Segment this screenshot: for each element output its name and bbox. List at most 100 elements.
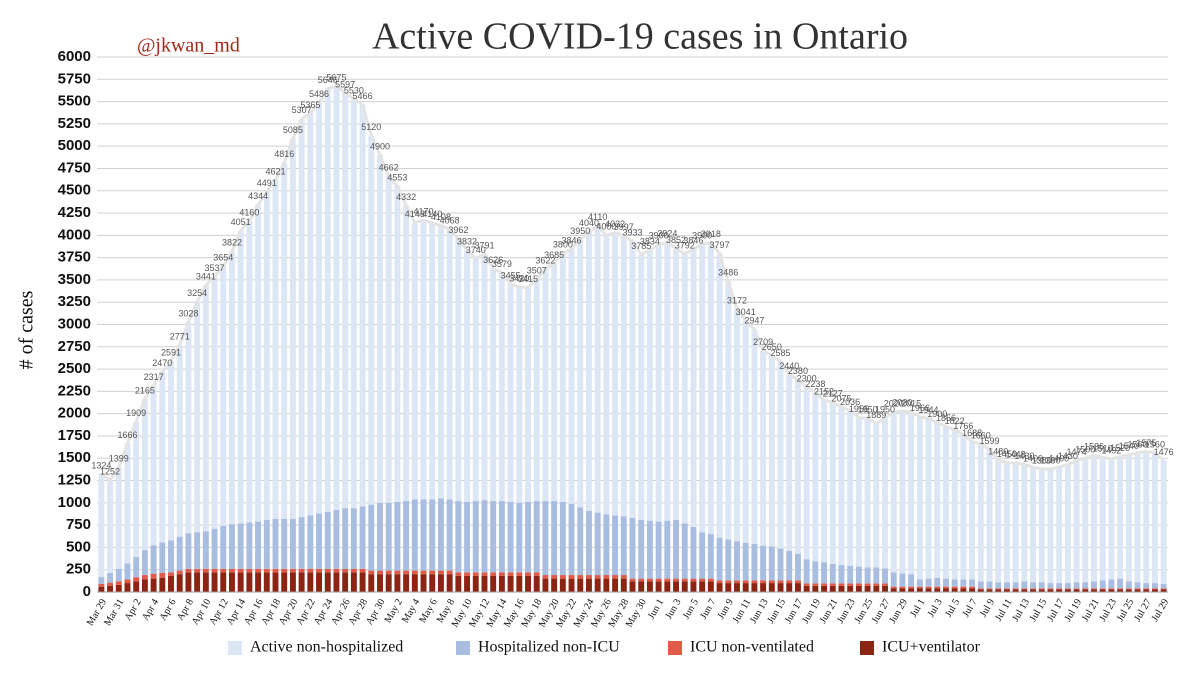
bar-segment [681,578,688,582]
bar-segment [1012,588,1019,590]
bar-segment [916,586,923,589]
total-label: 3791 [474,240,494,250]
bar-segment [1073,589,1080,592]
bar-segment [760,583,767,592]
bar-segment [525,572,531,576]
bar-segment [673,581,679,592]
total-label: 2036 [840,397,860,407]
bar-segment [141,579,148,592]
total-label: 1599 [979,436,999,446]
bar-segment [168,572,174,576]
bar-segment [847,410,854,566]
bar-segment [1030,582,1036,589]
total-label: 1540 [1119,441,1139,451]
bar-segment [847,583,854,586]
bar-segment [141,550,148,576]
bar-segment [385,574,392,592]
bar-segment [516,575,523,592]
bar-segment [882,583,888,586]
bar-segment [1047,588,1054,590]
bar-segment [655,578,662,582]
bar-segment [977,588,984,590]
bar-segment [882,418,888,569]
bar-segment [760,350,767,546]
bar-segment [847,585,854,592]
bar-segment [638,519,645,579]
bar-segment [864,418,871,568]
bar-segment [943,426,949,579]
bar-segment [220,526,227,569]
bar-segment [394,501,401,571]
legend-label: ICU+ventilator [882,639,981,656]
y-tick-label: 3000 [58,315,91,332]
total-label: 5085 [283,125,303,135]
total-label: 1560 [1128,439,1148,449]
bar-segment [542,578,549,592]
bar-segment [342,92,349,509]
bar-segment [725,281,732,540]
bar-segment [176,574,183,592]
total-label: 4816 [274,149,294,159]
y-tick-label: 1000 [58,494,91,511]
bar-segment [664,578,671,582]
bar-segment [377,570,383,575]
total-label: 5597 [335,79,355,89]
bar-segment [568,503,575,576]
bar-segment [1021,588,1028,590]
total-label: 3579 [492,259,512,269]
bar-segment [516,287,523,503]
bar-segment [490,501,497,573]
total-label: 5675 [326,72,346,82]
total-label: 3740 [466,245,486,255]
bar-segment [925,578,932,587]
total-label: 1430 [1014,451,1034,461]
bar-segment [925,588,932,592]
x-tick-label: Jun 29 [887,597,910,625]
bar-segment [1091,588,1097,590]
total-label: 2300 [797,373,817,383]
bar-segment [559,575,566,579]
bar-segment [1038,589,1045,592]
total-label: 2152 [814,386,834,396]
bar-segment [359,506,366,569]
bar-segment [333,509,340,569]
bar-segment [342,508,349,569]
bar-segment [255,521,262,569]
bar-segment [342,568,349,573]
y-tick-label: 2250 [58,382,91,399]
total-label: 5646 [318,75,338,85]
bar-segment [995,589,1002,592]
bar-segment [1047,583,1054,589]
bar-segment [925,586,932,589]
bar-segment [229,251,235,525]
bar-segment [1117,456,1124,579]
bar-segment [437,225,444,499]
bar-segment [829,583,836,586]
bar-segment [829,402,836,564]
total-label: 1944 [919,405,939,415]
y-tick-label: 5000 [58,137,91,154]
bar-segment [1047,468,1054,584]
bar-segment [272,518,279,569]
bar-segment [377,574,383,592]
bar-segment [1117,589,1124,592]
bar-segment [455,572,462,576]
total-label: 1380 [1040,455,1060,465]
bar-segment [281,162,288,519]
bar-segment [577,239,584,508]
bar-segment [394,186,401,502]
total-label: 2127 [823,389,843,399]
bar-segment [751,543,758,581]
total-label: 3455 [501,270,521,280]
bar-segment [899,573,906,587]
bar-segment [385,570,392,575]
bar-segment [1099,457,1106,581]
total-label: 1900 [927,409,947,419]
bar-segment [803,559,810,584]
bar-segment [211,276,218,529]
bar-segment [995,588,1002,590]
y-axis-label: # of cases [16,290,38,369]
bar-segment [194,572,201,592]
total-label: 4108 [431,212,451,222]
bar-segment [150,385,157,546]
